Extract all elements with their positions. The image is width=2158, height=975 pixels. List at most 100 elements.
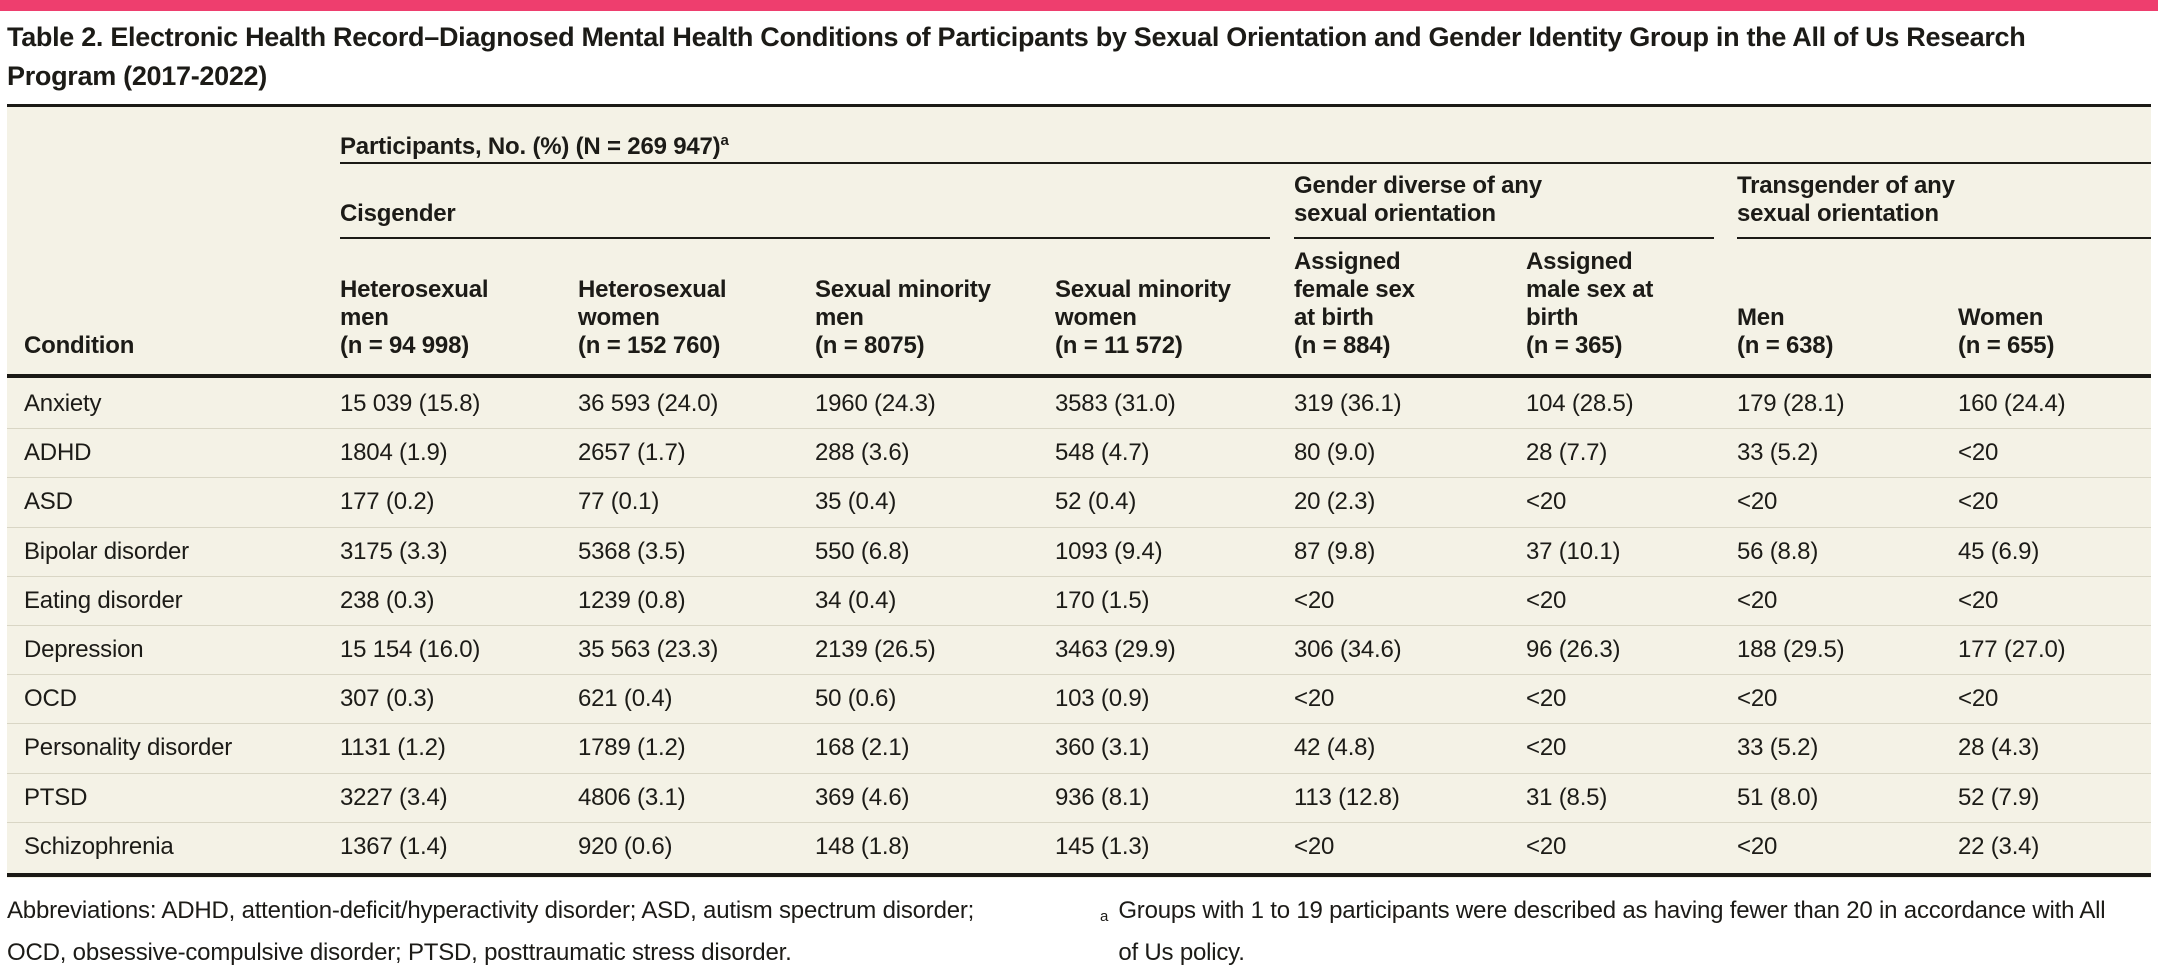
value-cell: 104 (28.5) bbox=[1526, 389, 1634, 417]
value-cell: 2139 (26.5) bbox=[815, 636, 936, 664]
table-row-asd: ASD 177 (0.2) 77 (0.1) 35 (0.4) 52 (0.4)… bbox=[7, 477, 2151, 526]
value-cell: 35 563 (23.3) bbox=[578, 636, 719, 664]
value-cell: <20 bbox=[1526, 488, 1567, 516]
table-row-ocd: OCD 307 (0.3) 621 (0.4) 50 (0.6) 103 (0.… bbox=[7, 674, 2151, 723]
condition-cell: Eating disorder bbox=[24, 586, 183, 614]
value-cell: <20 bbox=[1958, 439, 1999, 467]
value-cell: 1093 (9.4) bbox=[1055, 537, 1163, 565]
value-cell: 548 (4.7) bbox=[1055, 439, 1150, 467]
value-cell: <20 bbox=[1737, 586, 1778, 614]
value-cell: 1239 (0.8) bbox=[578, 586, 686, 614]
value-cell: 177 (0.2) bbox=[340, 488, 435, 516]
group-header-cisgender: Cisgender bbox=[340, 200, 456, 227]
data-table: Participants, No. (%) (N = 269 947)a Cis… bbox=[7, 107, 2151, 878]
table-row-depression: Depression 15 154 (16.0) 35 563 (23.3) 2… bbox=[7, 624, 2151, 674]
value-cell: <20 bbox=[1294, 685, 1335, 713]
value-cell: 56 (8.8) bbox=[1737, 537, 1819, 565]
column-header-heterosexual-men: Heterosexual men (n = 94 998) bbox=[340, 276, 489, 359]
value-cell: 920 (0.6) bbox=[578, 832, 673, 860]
value-cell: 15 039 (15.8) bbox=[340, 389, 481, 417]
condition-cell: Depression bbox=[24, 636, 144, 664]
value-cell: 51 (8.0) bbox=[1737, 783, 1819, 811]
column-header-sexual-minority-women: Sexual minority women (n = 11 572) bbox=[1055, 276, 1231, 359]
value-cell: 177 (27.0) bbox=[1958, 636, 2066, 664]
value-cell: 288 (3.6) bbox=[815, 439, 910, 467]
footnote-abbreviations: Abbreviations: ADHD, attention-deficit/h… bbox=[7, 897, 975, 966]
value-cell: 238 (0.3) bbox=[340, 586, 435, 614]
column-header-men: Men (n = 638) bbox=[1737, 304, 1834, 359]
value-cell: <20 bbox=[1526, 832, 1567, 860]
column-header-assigned-male: Assigned male sex at birth (n = 365) bbox=[1526, 248, 1654, 359]
condition-cell: Personality disorder bbox=[24, 734, 233, 762]
condition-cell: ADHD bbox=[24, 439, 92, 467]
spanner-participants: Participants, No. (%) (N = 269 947)a bbox=[340, 127, 729, 161]
value-cell: 936 (8.1) bbox=[1055, 783, 1150, 811]
value-cell: 168 (2.1) bbox=[815, 734, 910, 762]
value-cell: <20 bbox=[1958, 488, 1999, 516]
footnote-a-text: Groups with 1 to 19 participants were de… bbox=[1118, 897, 2106, 966]
value-cell: <20 bbox=[1526, 734, 1567, 762]
condition-cell: PTSD bbox=[24, 783, 88, 811]
table-top-rule bbox=[7, 104, 2151, 107]
value-cell: 33 (5.2) bbox=[1737, 734, 1819, 762]
value-cell: 319 (36.1) bbox=[1294, 389, 1402, 417]
value-cell: 2657 (1.7) bbox=[578, 439, 686, 467]
value-cell: 160 (24.4) bbox=[1958, 389, 2066, 417]
value-cell: 188 (29.5) bbox=[1737, 636, 1845, 664]
value-cell: 170 (1.5) bbox=[1055, 586, 1150, 614]
value-cell: 1789 (1.2) bbox=[578, 734, 686, 762]
value-cell: 36 593 (24.0) bbox=[578, 389, 719, 417]
value-cell: 550 (6.8) bbox=[815, 537, 910, 565]
brand-accent-bar bbox=[0, 0, 2158, 11]
value-cell: 45 (6.9) bbox=[1958, 537, 2040, 565]
value-cell: 42 (4.8) bbox=[1294, 734, 1376, 762]
value-cell: 113 (12.8) bbox=[1294, 783, 1400, 811]
footnote-a: a Groups with 1 to 19 participants were … bbox=[1100, 890, 2130, 974]
value-cell: 1367 (1.4) bbox=[340, 832, 448, 860]
value-cell: 103 (0.9) bbox=[1055, 685, 1150, 713]
value-cell: 307 (0.3) bbox=[340, 685, 435, 713]
column-header-heterosexual-women: Heterosexual women (n = 152 760) bbox=[578, 276, 727, 359]
value-cell: 77 (0.1) bbox=[578, 488, 660, 516]
group-rule-transgender bbox=[1737, 237, 2151, 239]
table-row-ptsd: PTSD 3227 (3.4) 4806 (3.1) 369 (4.6) 936… bbox=[7, 772, 2151, 822]
value-cell: 22 (3.4) bbox=[1958, 832, 2040, 860]
column-header-women: Women (n = 655) bbox=[1958, 304, 2055, 359]
value-cell: 96 (26.3) bbox=[1526, 636, 1621, 664]
value-cell: <20 bbox=[1294, 586, 1335, 614]
value-cell: 28 (7.7) bbox=[1526, 439, 1608, 467]
value-cell: <20 bbox=[1294, 832, 1335, 860]
condition-cell: Bipolar disorder bbox=[24, 537, 189, 565]
footnote-a-marker: a bbox=[1100, 908, 1109, 925]
column-header-condition: Condition bbox=[24, 332, 135, 359]
table-row-bipolar-disorder: Bipolar disorder 3175 (3.3) 5368 (3.5) 5… bbox=[7, 526, 2151, 576]
value-cell: 50 (0.6) bbox=[815, 685, 897, 713]
value-cell: 5368 (3.5) bbox=[578, 537, 686, 565]
value-cell: 3175 (3.3) bbox=[340, 537, 448, 565]
value-cell: 621 (0.4) bbox=[578, 685, 673, 713]
condition-cell: OCD bbox=[24, 685, 77, 713]
value-cell: 80 (9.0) bbox=[1294, 439, 1376, 467]
value-cell: 369 (4.6) bbox=[815, 783, 910, 811]
value-cell: <20 bbox=[1737, 488, 1778, 516]
condition-cell: ASD bbox=[24, 488, 73, 516]
table-title: Table 2. Electronic Health Record–Diagno… bbox=[7, 22, 2026, 91]
column-header-assigned-female: Assigned female sex at birth (n = 884) bbox=[1294, 248, 1415, 359]
group-rule-gender-diverse bbox=[1294, 237, 1714, 239]
table-body: Anxiety 15 039 (15.8) 36 593 (24.0) 1960… bbox=[7, 379, 2151, 871]
table-row-adhd: ADHD 1804 (1.9) 2657 (1.7) 288 (3.6) 548… bbox=[7, 428, 2151, 477]
value-cell: 360 (3.1) bbox=[1055, 734, 1150, 762]
value-cell: 3227 (3.4) bbox=[340, 783, 448, 811]
value-cell: 145 (1.3) bbox=[1055, 832, 1150, 860]
group-rule-cisgender bbox=[340, 237, 1270, 239]
value-cell: 52 (0.4) bbox=[1055, 488, 1137, 516]
spanner-rule bbox=[340, 162, 2151, 164]
value-cell: 148 (1.8) bbox=[815, 832, 910, 860]
table-row-anxiety: Anxiety 15 039 (15.8) 36 593 (24.0) 1960… bbox=[7, 379, 2151, 428]
value-cell: 1804 (1.9) bbox=[340, 439, 448, 467]
value-cell: 4806 (3.1) bbox=[578, 783, 686, 811]
value-cell: <20 bbox=[1958, 586, 1999, 614]
value-cell: 306 (34.6) bbox=[1294, 636, 1402, 664]
value-cell: <20 bbox=[1526, 685, 1567, 713]
value-cell: 15 154 (16.0) bbox=[340, 636, 481, 664]
